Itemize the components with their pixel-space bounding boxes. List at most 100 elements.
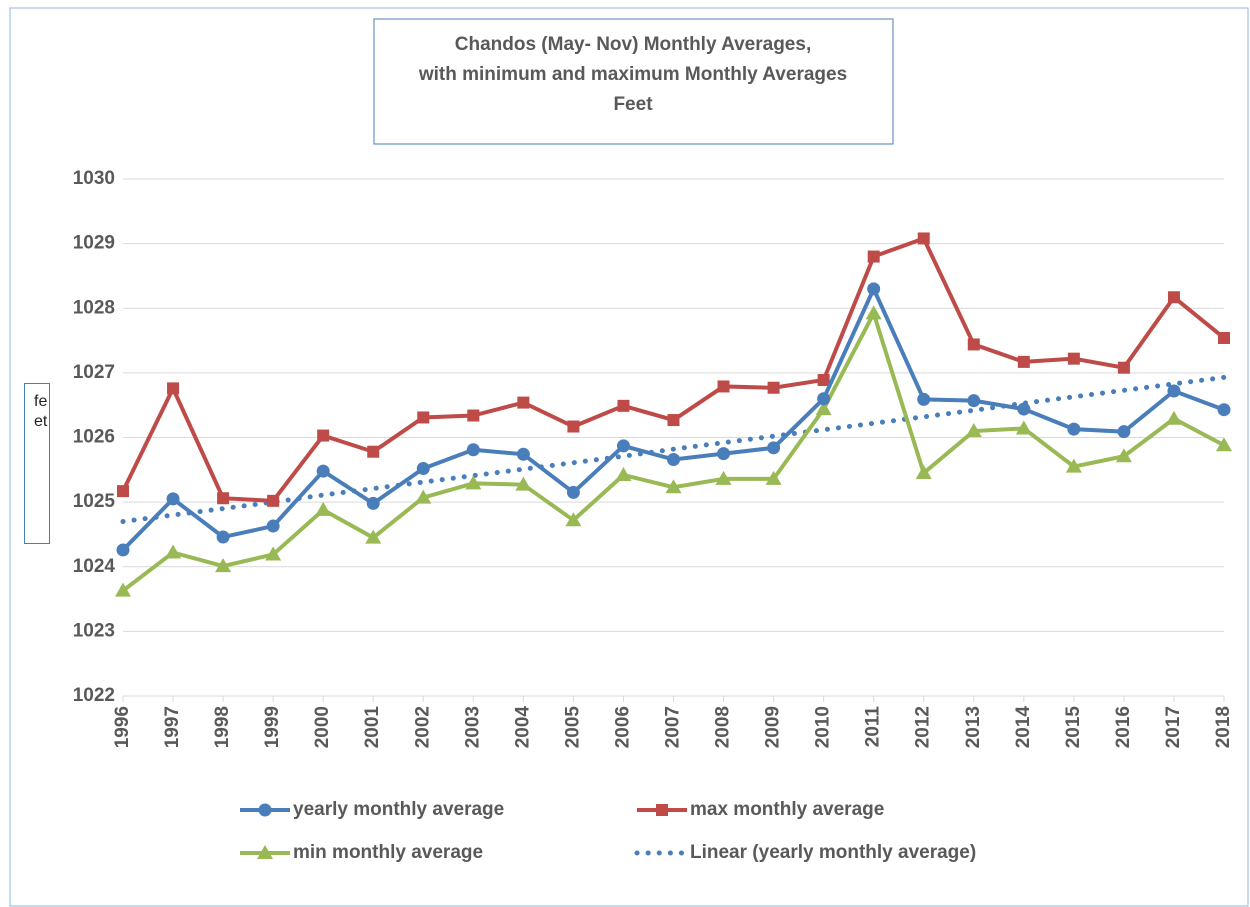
point (215, 558, 232, 573)
x-tick-label: 2001 (362, 706, 383, 749)
x-tick-label: 2004 (512, 706, 533, 749)
y-tick-label: 1022 (73, 685, 115, 706)
series-line (121, 308, 1225, 593)
point (965, 423, 982, 438)
point (1067, 352, 1080, 365)
point (715, 470, 732, 485)
point (717, 447, 731, 461)
x-tick-label: 2002 (412, 706, 433, 748)
point (415, 489, 432, 504)
point (166, 492, 180, 506)
point (817, 392, 831, 406)
x-tick-label: 2006 (612, 706, 633, 748)
point (567, 420, 580, 433)
point (516, 447, 530, 461)
point (665, 479, 682, 494)
point (1015, 420, 1032, 435)
point (465, 475, 482, 490)
point (367, 445, 380, 458)
point (1067, 422, 1081, 436)
point (1117, 361, 1130, 374)
point (656, 804, 668, 816)
x-tick-label: 2007 (663, 706, 684, 748)
point (667, 414, 680, 427)
point (615, 466, 632, 481)
point (117, 485, 129, 498)
point (767, 381, 780, 394)
y-tick-label: 1030 (73, 168, 115, 189)
x-tick-label: 2008 (713, 706, 734, 748)
point (1115, 448, 1132, 463)
chart-border (9, 7, 1249, 907)
point (566, 485, 580, 499)
point (967, 394, 981, 408)
x-tick-label: 1997 (162, 706, 183, 748)
x-tick-label: 2014 (1013, 706, 1034, 749)
x-tick-label: 2015 (1063, 706, 1084, 749)
point (265, 546, 282, 561)
x-tick-label: 2005 (562, 706, 583, 749)
point (616, 439, 630, 453)
point (1217, 403, 1231, 417)
y-tick-label: 1023 (73, 620, 115, 641)
legend-label: Linear (yearly monthly average) (690, 842, 976, 863)
point (366, 496, 380, 510)
y-tick-label: 1029 (73, 233, 115, 254)
y-tick-label: 1027 (73, 362, 115, 383)
x-tick-label: 2000 (312, 706, 333, 748)
legend-label: min monthly average (293, 842, 483, 863)
point (515, 476, 532, 491)
x-tick-label: 2012 (913, 706, 934, 748)
point (817, 373, 830, 386)
x-tick-label: 1998 (212, 706, 233, 748)
point (217, 492, 230, 505)
point (416, 462, 430, 476)
point (258, 803, 272, 817)
title-box (373, 18, 894, 145)
point (867, 250, 880, 263)
point (116, 543, 130, 557)
series-line (120, 374, 1227, 525)
point (667, 452, 680, 466)
point (967, 338, 980, 351)
point (165, 544, 182, 559)
point (617, 399, 630, 412)
x-tick-label: 2017 (1163, 706, 1184, 748)
point (915, 465, 932, 480)
chart-title: Chandos (May- Nov) Monthly Averages, (455, 34, 811, 55)
x-tick-label: 2018 (1213, 706, 1234, 748)
point (1017, 402, 1031, 416)
x-tick-label: 1996 (112, 706, 133, 748)
y-tick-label: 1026 (73, 427, 115, 448)
point (257, 845, 273, 859)
point (266, 519, 280, 533)
point (867, 282, 881, 296)
point (917, 232, 930, 245)
legend-label: yearly monthly average (293, 799, 504, 820)
point (565, 512, 582, 527)
point (765, 470, 782, 485)
x-tick-label: 2013 (963, 706, 984, 748)
point (917, 392, 931, 406)
y-tick-label: 1024 (73, 556, 116, 577)
point (167, 382, 180, 395)
point (815, 401, 832, 416)
point (317, 429, 330, 442)
point (467, 409, 480, 422)
x-tick-label: 2010 (813, 706, 834, 748)
chart-title: with minimum and maximum Monthly Average… (418, 64, 847, 85)
x-tick-label: 1999 (262, 706, 283, 748)
point (1216, 437, 1232, 452)
point (517, 396, 530, 409)
x-tick-label: 2011 (863, 706, 884, 748)
point (466, 443, 480, 457)
point (1165, 410, 1182, 425)
point (216, 530, 230, 544)
x-tick-label: 2009 (763, 706, 784, 748)
y-tick-label: 1028 (73, 297, 115, 318)
x-tick-label: 2016 (1113, 706, 1134, 748)
point (1218, 331, 1230, 344)
legend-label: max monthly average (690, 799, 884, 820)
x-tick-label: 2003 (462, 706, 483, 748)
